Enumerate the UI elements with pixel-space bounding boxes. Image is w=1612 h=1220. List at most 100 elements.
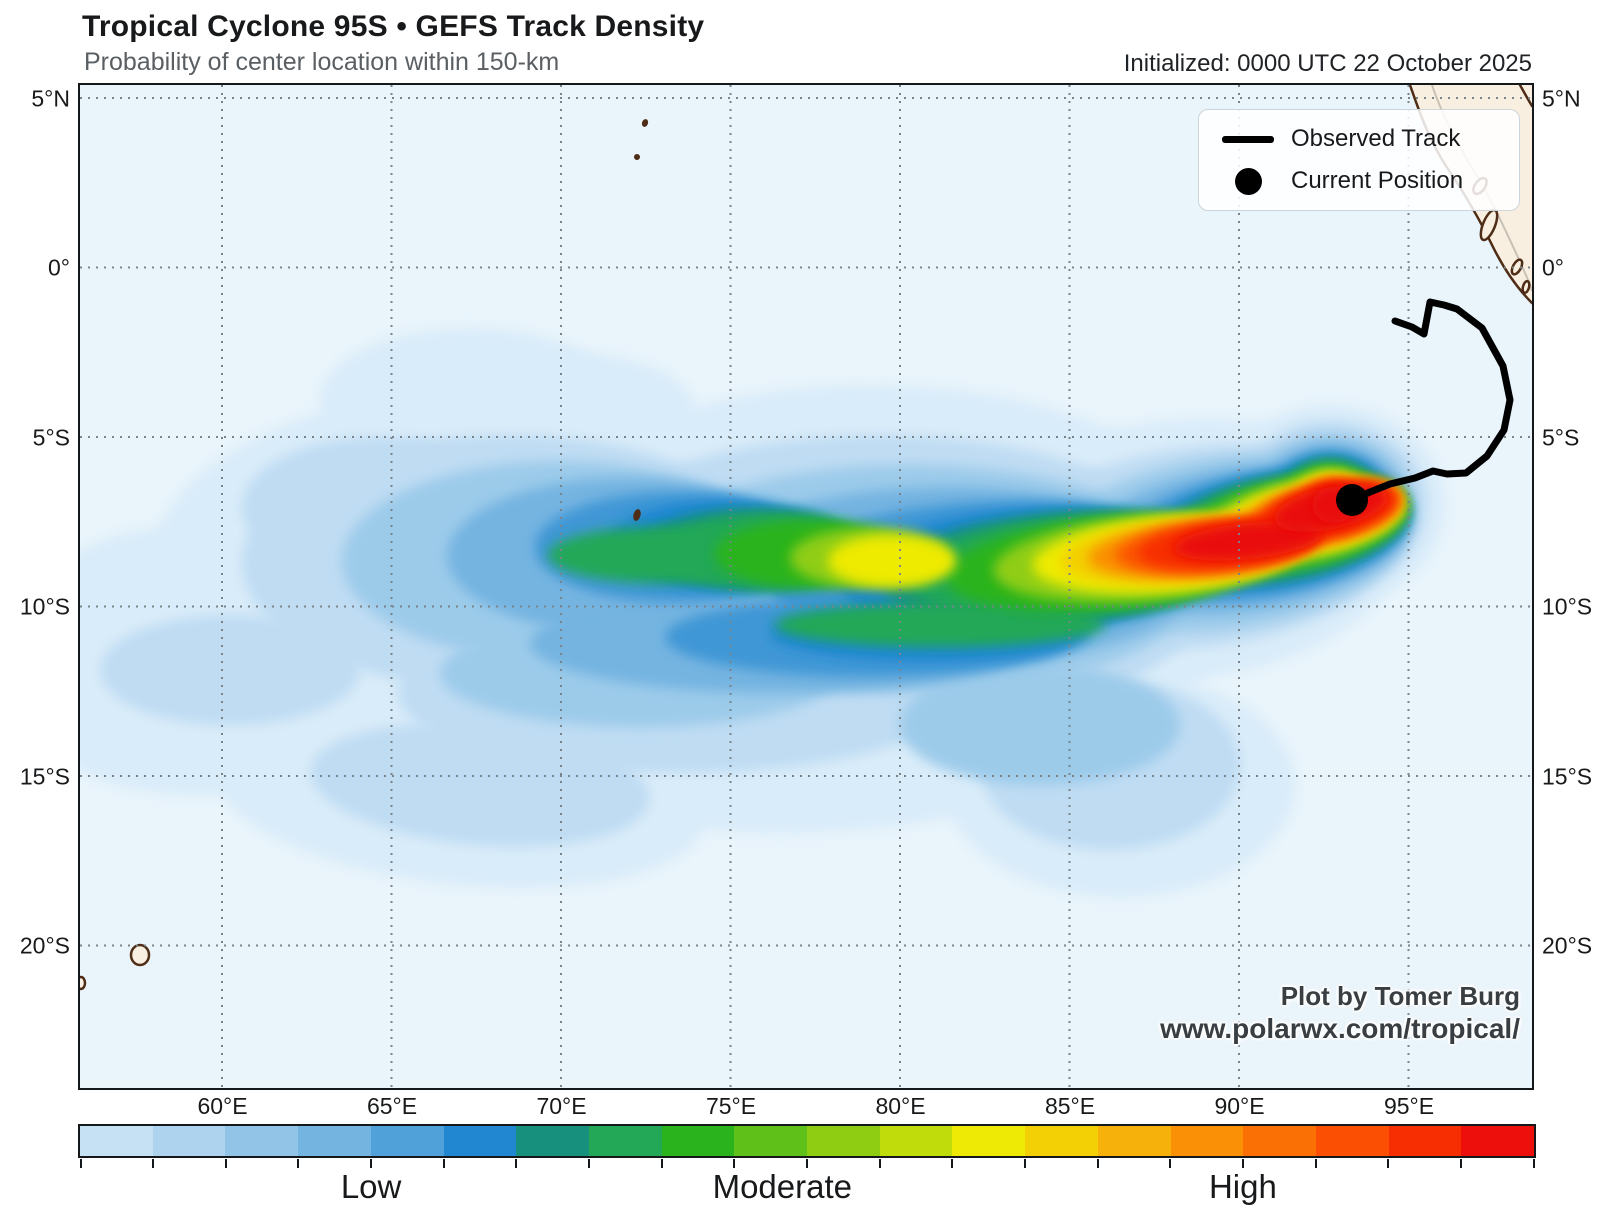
- track-density-map: [80, 85, 1532, 1088]
- page-title: Tropical Cyclone 95S • GEFS Track Densit…: [82, 10, 705, 43]
- legend-dot-icon: [1234, 167, 1262, 195]
- colorbar-segment: [1097, 1126, 1171, 1156]
- island: [129, 943, 151, 967]
- colorbar-tick: [660, 1158, 663, 1168]
- colorbar-segment: [516, 1126, 589, 1156]
- lat-tick-label-left: 0°: [48, 254, 70, 281]
- density-blob: [900, 665, 1180, 785]
- map-legend: Observed Track Current Position: [1198, 109, 1520, 211]
- position-dot-symbol: [1205, 167, 1291, 195]
- colorbar-tick: [1096, 1158, 1099, 1168]
- colorbar-tick: [1459, 1158, 1462, 1168]
- colorbar-segment: [1388, 1126, 1462, 1156]
- colorbar-segment: [807, 1126, 880, 1156]
- lat-tick-label-left: 5°N: [31, 85, 70, 111]
- lat-tick-label-left: 5°S: [32, 424, 70, 450]
- lon-tick-label: 75°E: [705, 1093, 757, 1119]
- density-heatmap-layer: [80, 328, 1445, 897]
- colorbar-tick: [442, 1158, 445, 1168]
- colorbar: [78, 1124, 1536, 1158]
- legend-line-icon: [1222, 135, 1274, 143]
- colorbar-tick: [370, 1158, 373, 1168]
- colorbar-segment: [879, 1126, 953, 1156]
- colorbar-tick: [1387, 1158, 1390, 1168]
- lat-tick-label-right: 10°S: [1542, 593, 1593, 620]
- lat-tick-label-right: 15°S: [1542, 763, 1593, 789]
- colorbar-label: Low: [340, 1168, 402, 1205]
- coastline: [1518, 85, 1532, 108]
- island: [634, 154, 640, 160]
- colorbar-tick: [806, 1158, 808, 1168]
- island: [1521, 279, 1531, 295]
- colorbar-tick: [152, 1158, 155, 1168]
- colorbar-tick: [1314, 1158, 1317, 1168]
- lat-tick-label-right: 5°S: [1542, 424, 1580, 450]
- initialization-time: Initialized: 0000 UTC 22 October 2025: [1123, 50, 1532, 77]
- colorbar-segment: [443, 1126, 517, 1156]
- island: [80, 975, 87, 991]
- observed-track-line: [1348, 298, 1514, 504]
- lat-tick-label-right: 20°S: [1542, 932, 1593, 959]
- track-line-symbol: [1205, 135, 1291, 143]
- lon-tick-label: 60°E: [197, 1093, 248, 1119]
- lat-tick-label-right: 5°N: [1542, 85, 1581, 111]
- island: [641, 119, 649, 127]
- density-blob: [100, 615, 360, 725]
- colorbar-segment: [225, 1126, 299, 1156]
- legend-item-label: Current Position: [1291, 167, 1464, 194]
- lat-tick-label-right: 0°: [1542, 254, 1564, 281]
- colorbar-tick: [297, 1158, 300, 1168]
- observed-track-layer: [1336, 298, 1514, 516]
- density-blob: [310, 723, 650, 847]
- colorbar-segment: [1243, 1126, 1316, 1156]
- colorbar-label: Moderate: [712, 1168, 853, 1205]
- lon-tick-label: 65°E: [366, 1093, 418, 1119]
- colorbar-segment: [370, 1126, 444, 1156]
- density-blob: [1173, 521, 1323, 561]
- current-position-dot: [1336, 484, 1368, 516]
- colorbar-label: High: [1208, 1168, 1277, 1205]
- colorbar-segment: [661, 1126, 735, 1156]
- colorbar-segment: [1025, 1126, 1098, 1156]
- colorbar-tick: [1023, 1158, 1026, 1168]
- legend-item: Observed Track: [1205, 118, 1513, 160]
- colorbar-segment: [734, 1126, 808, 1156]
- colorbar-tick: [588, 1158, 591, 1168]
- colorbar-tick: [951, 1158, 954, 1168]
- watermark-credit: Plot by Tomer Burg: [1280, 981, 1520, 1011]
- colorbar-tick: [1532, 1158, 1535, 1168]
- density-blob: [775, 603, 1105, 647]
- island: [633, 509, 641, 521]
- graticule-layer: [80, 85, 1532, 1088]
- colorbar-tick: [224, 1158, 227, 1168]
- lat-tick-label-left: 20°S: [19, 932, 70, 959]
- colorbar-segment: [298, 1126, 371, 1156]
- colorbar-ticks: [79, 1158, 1535, 1169]
- colorbar-segment: [80, 1126, 153, 1156]
- lon-tick-label: 80°E: [875, 1093, 926, 1119]
- colorbar-segment: [1461, 1126, 1535, 1156]
- watermark: Plot by Tomer Burg www.polarwx.com/tropi…: [1160, 980, 1520, 1046]
- page-subtitle: Probability of center location within 15…: [84, 48, 560, 76]
- colorbar-segment: [1170, 1126, 1244, 1156]
- legend-item-label: Observed Track: [1291, 125, 1461, 152]
- watermark-url: www.polarwx.com/tropical/: [1160, 1013, 1520, 1044]
- colorbar-segment: [952, 1126, 1026, 1156]
- lon-tick-label: 85°E: [1044, 1093, 1096, 1119]
- colorbar-tick: [515, 1158, 518, 1168]
- colorbar-segment: [152, 1126, 226, 1156]
- island: [1510, 258, 1524, 276]
- map-plot-area: [78, 83, 1534, 1090]
- colorbar-tick: [733, 1158, 736, 1168]
- lat-tick-label-left: 10°S: [19, 593, 70, 620]
- lon-tick-label: 95°E: [1383, 1093, 1435, 1119]
- colorbar-tick: [79, 1158, 82, 1168]
- density-blob: [828, 535, 956, 587]
- legend-item: Current Position: [1205, 160, 1513, 202]
- lon-tick-label: 70°E: [536, 1093, 587, 1119]
- colorbar-segment: [1315, 1126, 1389, 1156]
- lon-tick-label: 90°E: [1214, 1093, 1265, 1119]
- colorbar-tick: [878, 1158, 881, 1168]
- density-blob: [548, 527, 772, 583]
